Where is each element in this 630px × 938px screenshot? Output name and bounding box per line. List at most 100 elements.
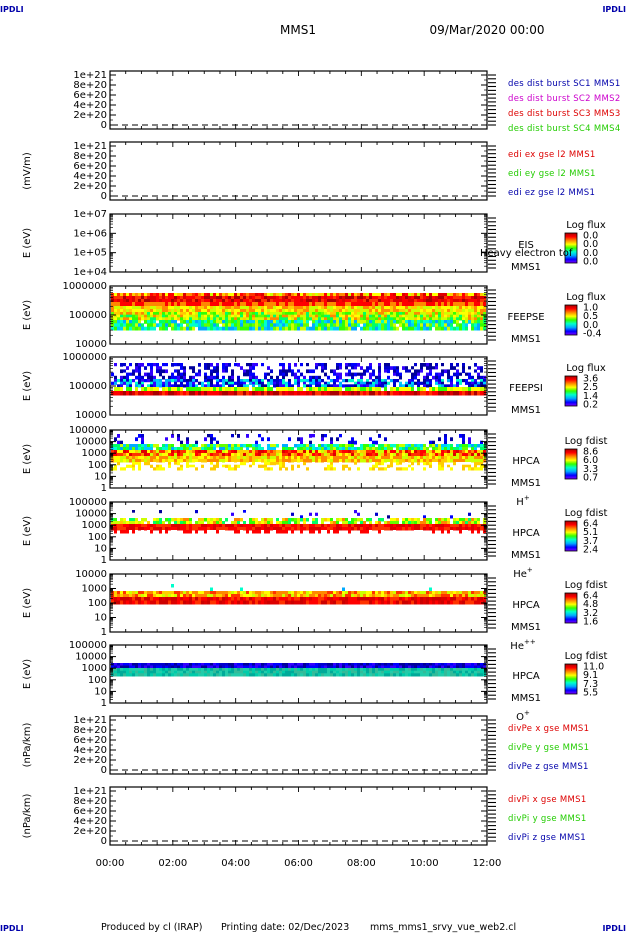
spacecraft-label: MMS1 <box>511 478 541 489</box>
colorbar-title: Log fdist <box>565 436 608 447</box>
y-tick-label: 8e+20 <box>73 151 107 162</box>
y-axis-label: E (eV) <box>22 228 33 258</box>
y-tick-label: 1e+06 <box>73 228 107 239</box>
y-tick-label: 4e+20 <box>73 745 107 756</box>
y-axis-label: E (eV) <box>22 300 33 330</box>
footer-printing-date: Printing date: 02/Dec/2023 <box>221 922 349 933</box>
species-label: He+ <box>513 566 533 580</box>
y-tick-label: 100000 <box>69 381 107 392</box>
y-tick-label: 6e+20 <box>73 161 107 172</box>
instrument-label: HPCA <box>512 671 540 682</box>
y-tick-label: 4e+20 <box>73 816 107 827</box>
spacecraft-label: MMS1 <box>511 405 541 416</box>
legend-entry: edi ez gse l2 MMS1 <box>508 188 595 198</box>
spacecraft-label: MMS1 <box>511 262 541 273</box>
overlay-label: Heavy electron tof <box>480 248 573 259</box>
time-tick-label: 04:00 <box>221 858 250 869</box>
y-tick-label: 0 <box>101 836 107 847</box>
panel-frame <box>110 214 487 272</box>
colorbar <box>565 305 577 335</box>
legend-entry: divPe y gse MMS1 <box>508 743 589 753</box>
legend-entry: des dist burst SC2 MMS2 <box>508 94 621 104</box>
y-tick-label: 8e+20 <box>73 80 107 91</box>
legend-entry: des dist burst SC4 MMS4 <box>508 124 621 134</box>
y-tick-label: 1 <box>101 627 107 638</box>
species-name: O <box>516 712 524 723</box>
corner-mark: IPDLI <box>0 924 24 933</box>
time-tick-label: 10:00 <box>410 858 439 869</box>
y-tick-label: 100000 <box>69 425 107 436</box>
species-label: O+ <box>516 709 530 723</box>
colorbar-title: Log flux <box>566 363 606 374</box>
panel-frame <box>110 716 487 774</box>
legend-entry: divPi z gse MMS1 <box>508 833 586 843</box>
spectrogram-hpca-h <box>111 434 486 471</box>
y-tick-label: 1e+21 <box>73 715 107 726</box>
panel-feepse: Log flux1.00.50.0-0.4FEEPSEMMS1100001000… <box>22 281 606 350</box>
species-name: He <box>510 641 524 652</box>
y-tick-label: 1000 <box>82 520 107 531</box>
instrument-label: FEEPSI <box>509 383 543 394</box>
colorbar-label: 1.6 <box>583 617 598 628</box>
y-tick-label: 2e+20 <box>73 755 107 766</box>
y-tick-label: 0 <box>101 765 107 776</box>
y-tick-label: 100000 <box>69 497 107 508</box>
y-tick-label: 1000 <box>82 663 107 674</box>
spacecraft-label: MMS1 <box>511 550 541 561</box>
y-tick-label: 0 <box>101 191 107 202</box>
y-tick-label: 1000000 <box>62 352 107 363</box>
y-tick-label: 10000 <box>75 437 107 448</box>
footer-produced-by: Produced by cl (IRAP) <box>101 922 202 933</box>
colorbar-title: Log flux <box>566 292 606 303</box>
y-tick-label: 10000 <box>75 410 107 421</box>
y-tick-label: 100 <box>88 532 107 543</box>
colorbar-title: Log fdist <box>565 651 608 662</box>
legend-entry: edi ex gse l2 MMS1 <box>508 150 596 160</box>
footer-file: mms_mms1_srvy_vue_web2.cl <box>370 922 516 933</box>
y-tick-label: 1e+21 <box>73 70 107 81</box>
y-tick-label: 2e+20 <box>73 826 107 837</box>
y-tick-label: 10000 <box>75 569 107 580</box>
species-label: H+ <box>516 494 530 508</box>
y-tick-label: 4e+20 <box>73 100 107 111</box>
y-tick-label: 1e+04 <box>73 267 107 278</box>
y-axis-label: (nPa/km) <box>22 723 33 768</box>
colorbar-label: 0.2 <box>583 400 598 411</box>
y-tick-label: 10 <box>94 471 107 482</box>
species-label: He++ <box>510 638 536 652</box>
y-tick-label: 1e+21 <box>73 141 107 152</box>
legend-entry: divPi y gse MMS1 <box>508 814 587 824</box>
species-name: H <box>516 497 524 508</box>
y-tick-label: 6e+20 <box>73 806 107 817</box>
species-charge: + <box>524 494 530 502</box>
species-charge: + <box>527 566 533 574</box>
y-tick-label: 100 <box>88 675 107 686</box>
colorbar <box>565 664 577 694</box>
panel-frame <box>110 142 487 200</box>
y-tick-label: 100000 <box>69 640 107 651</box>
time-tick-label: 08:00 <box>347 858 376 869</box>
y-tick-label: 1 <box>101 698 107 709</box>
y-tick-label: 1000 <box>82 448 107 459</box>
y-axis-label: E (eV) <box>22 588 33 618</box>
y-tick-label: 0 <box>101 120 107 131</box>
colorbar-label: -0.4 <box>583 329 602 340</box>
y-tick-label: 10000 <box>75 339 107 350</box>
y-tick-label: 4e+20 <box>73 171 107 182</box>
mission-title: MMS1 <box>280 23 316 37</box>
y-tick-label: 1000 <box>82 584 107 595</box>
spacecraft-label: MMS1 <box>511 622 541 633</box>
corner-mark: IPDLI <box>0 5 24 14</box>
y-tick-label: 1 <box>101 555 107 566</box>
y-tick-label: 100000 <box>69 310 107 321</box>
colorbar-title: Log fdist <box>565 580 608 591</box>
instrument-label: FEEPSE <box>507 312 544 323</box>
y-axis-label: E (eV) <box>22 371 33 401</box>
y-axis-label: (nPa/km) <box>22 794 33 839</box>
panel-hpca-h: Log fdist8.66.03.30.7HPCAMMS1H+110100100… <box>22 425 607 508</box>
